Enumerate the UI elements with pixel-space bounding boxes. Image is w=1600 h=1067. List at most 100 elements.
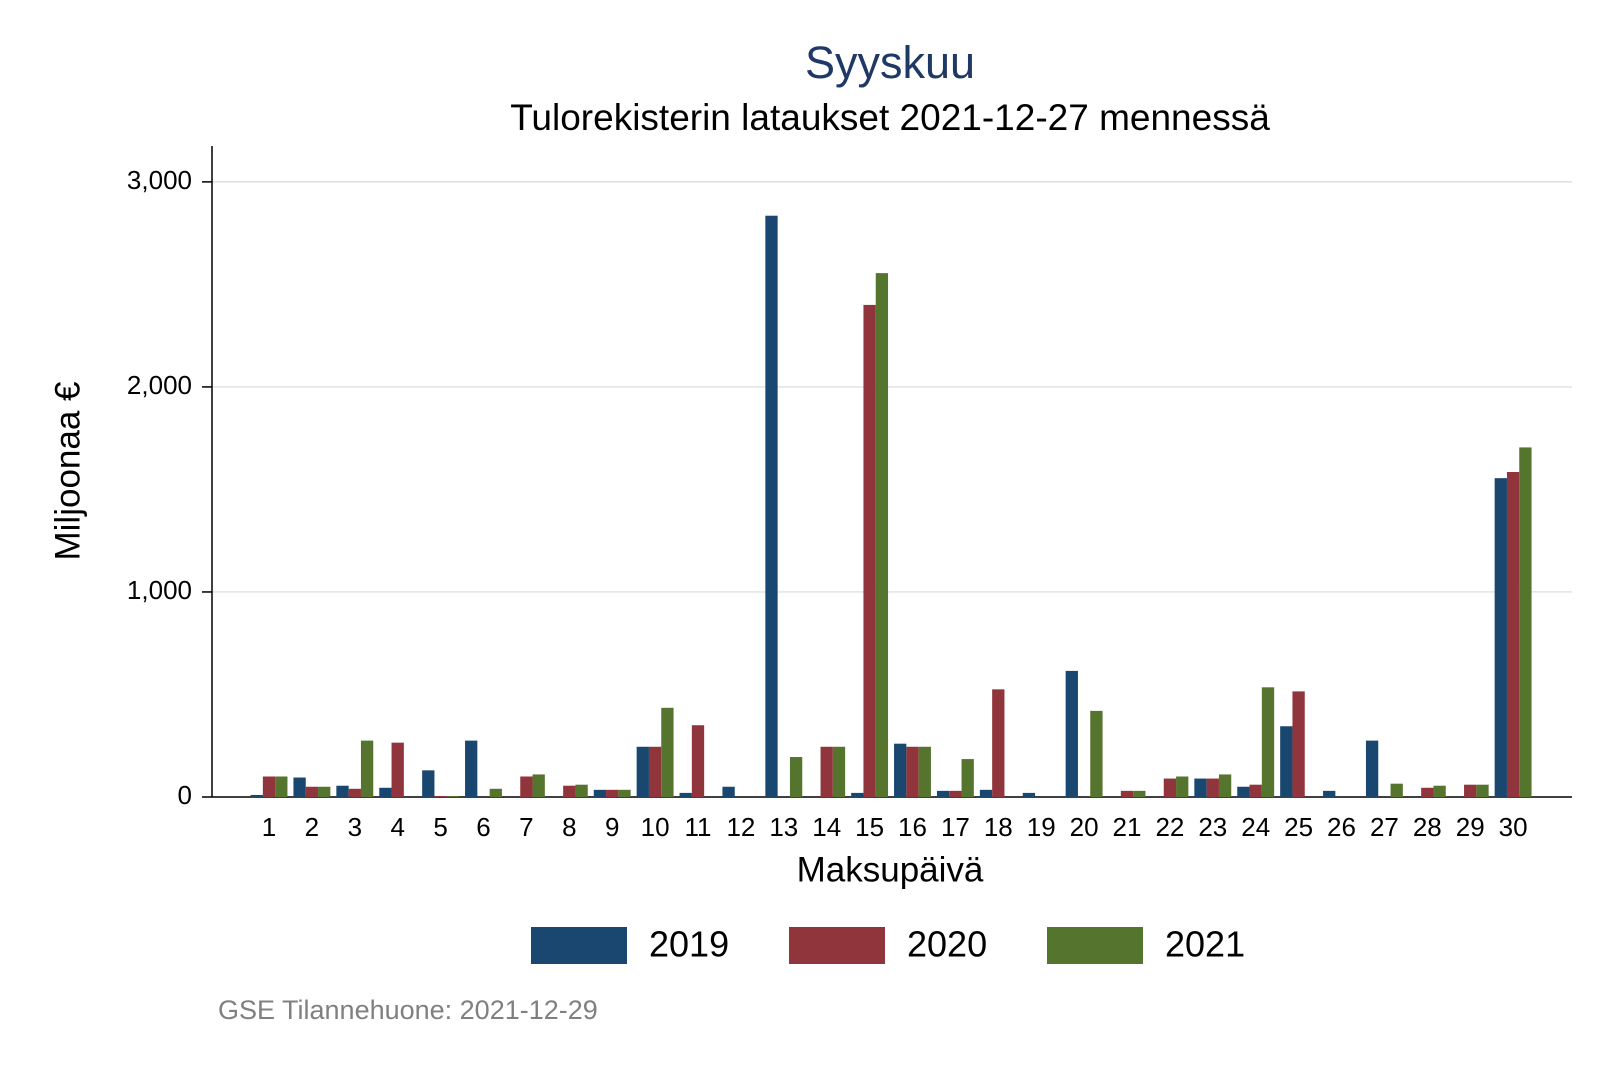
x-tick-label: 4 [390,812,404,842]
bar [789,757,803,797]
bar [661,707,674,797]
x-tick-label: 7 [519,812,533,842]
bar [722,786,735,797]
bar [1433,785,1446,797]
bar [563,785,576,797]
bar [1218,774,1232,797]
x-tick-label: 18 [984,812,1013,842]
x-tick-label: 16 [898,812,927,842]
x-tick-label: 14 [812,812,841,842]
bar [863,304,876,797]
bar [894,743,907,797]
x-tick-label: 15 [855,812,884,842]
bar [1280,726,1293,797]
legend-swatch [1047,927,1143,964]
x-tick-label: 30 [1499,812,1528,842]
bar [250,794,263,797]
legend-label: 2021 [1165,924,1245,965]
bar [851,792,864,797]
chart-title: Syyskuu [805,37,975,88]
x-tick-label: 21 [1113,812,1142,842]
footer: GSE Tilannehuone: 2021-12-29 [218,995,598,1025]
x-tick-label: 28 [1413,812,1442,842]
y-tick-label: 2,000 [127,370,192,400]
x-tick-label: 19 [1027,812,1056,842]
x-tick-label: 29 [1456,812,1485,842]
x-tick-label: 10 [641,812,670,842]
bar [360,740,374,797]
x-tick-label: 22 [1155,812,1184,842]
x-tick-label: 12 [726,812,755,842]
x-tick-label: 24 [1241,812,1270,842]
bar [465,740,478,797]
bar [765,215,778,797]
x-tick-label: 2 [305,812,319,842]
bar [875,273,889,798]
bar [1120,790,1134,797]
bar [1206,778,1219,797]
y-axis-label: Miljoonaa € [48,382,87,561]
bar [593,789,607,797]
legend-swatch [789,927,885,964]
bar [936,790,950,797]
y-tick-label: 0 [178,780,192,810]
x-tick-label: 13 [769,812,798,842]
x-tick-label: 9 [605,812,619,842]
x-tick-label: 3 [348,812,362,842]
bar [1261,687,1275,797]
bar [961,759,974,797]
x-tick-label: 6 [476,812,490,842]
bar [1292,691,1305,797]
chart-subtitle: Tulorekisterin lataukset 2021-12-27 menn… [510,97,1270,138]
bar [1519,447,1532,797]
bar [992,689,1005,797]
bar [1133,790,1146,797]
bar [1506,472,1520,797]
bar [1065,670,1078,797]
bar [1421,787,1434,797]
bar [1494,478,1507,797]
bar [1176,776,1189,797]
x-tick-label: 26 [1327,812,1356,842]
bar [979,789,993,797]
bar [275,776,288,797]
bar [1390,783,1403,797]
bar [532,774,545,797]
bar [1476,784,1489,797]
bar [446,795,460,797]
bar [906,746,919,797]
bar [691,725,705,797]
bar [1365,740,1379,797]
x-tick-label: 5 [433,812,447,842]
bar [434,795,447,797]
bar [575,784,588,797]
bar [949,790,962,797]
bar [636,746,649,797]
bar [606,789,619,797]
bar [336,785,349,797]
bar [520,776,533,797]
x-tick-label: 25 [1284,812,1313,842]
bar [318,786,331,797]
bar [348,788,361,797]
bar [648,746,662,797]
bar [1323,790,1336,797]
x-tick-label: 27 [1370,812,1399,842]
x-tick-label: 1 [262,812,276,842]
y-tick-label: 3,000 [127,165,192,195]
bar [1249,784,1262,797]
legend-swatch [531,927,627,964]
x-axis-label: Maksupäivä [797,850,984,889]
bar [1022,792,1036,797]
bar [1163,778,1177,797]
bar [1237,786,1250,797]
x-tick-label: 17 [941,812,970,842]
bar [832,746,846,797]
x-tick-label: 11 [685,812,712,842]
bar [1464,784,1477,797]
y-tick-label: 1,000 [127,575,192,605]
bar [422,770,435,797]
legend-label: 2020 [907,924,987,965]
bar [1194,778,1207,797]
